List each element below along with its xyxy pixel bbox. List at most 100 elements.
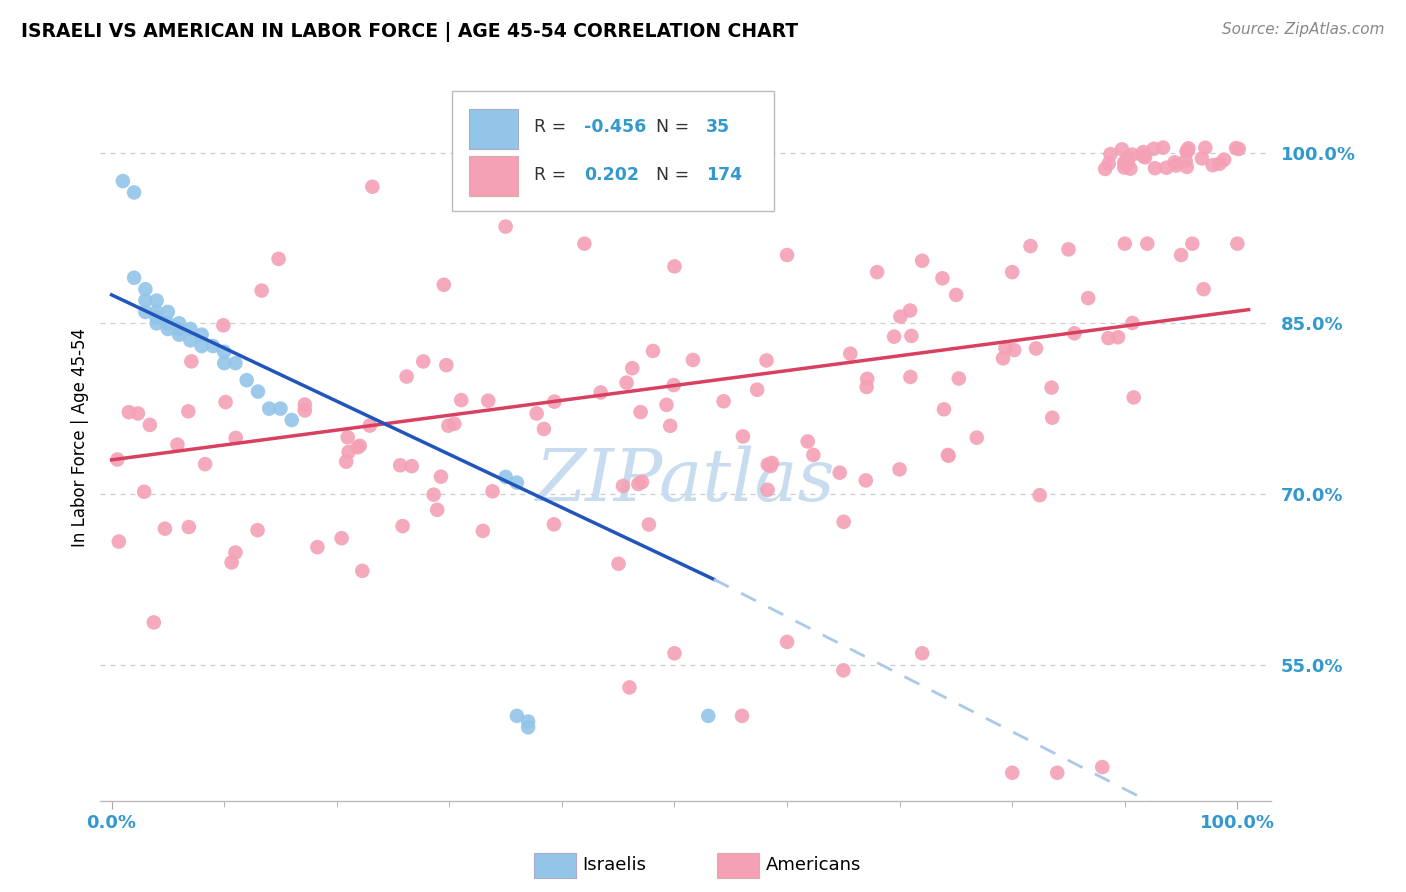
Point: [631, 475, 654, 489]
Point: [938, 449, 960, 463]
Point: [118, 405, 141, 419]
Point: [134, 305, 156, 319]
Point: [1163, 155, 1185, 169]
Point: [1111, 142, 1133, 156]
Text: 174: 174: [706, 166, 742, 184]
Point: [1040, 410, 1063, 425]
Point: [246, 523, 269, 537]
Point: [839, 347, 862, 361]
Point: [1177, 141, 1199, 155]
Point: [352, 564, 374, 578]
Text: -0.456: -0.456: [583, 119, 647, 136]
Point: [1001, 765, 1024, 780]
Point: [127, 407, 149, 421]
Point: [336, 430, 359, 444]
Point: [731, 429, 754, 443]
Point: [900, 370, 922, 384]
Point: [134, 293, 156, 308]
Point: [481, 484, 503, 499]
Point: [616, 376, 638, 390]
Point: [756, 458, 779, 472]
Point: [1133, 150, 1156, 164]
Point: [145, 305, 167, 319]
Point: [1191, 152, 1213, 166]
Point: [747, 383, 769, 397]
Point: [280, 413, 302, 427]
Point: [212, 344, 235, 359]
Point: [267, 252, 290, 266]
Point: [697, 709, 720, 723]
Point: [1097, 331, 1119, 345]
Point: [1143, 161, 1166, 176]
Point: [1122, 391, 1144, 405]
Point: [543, 517, 565, 532]
Point: [911, 646, 934, 660]
Point: [1174, 153, 1197, 168]
Point: [250, 284, 273, 298]
Point: [294, 403, 316, 417]
Point: [294, 398, 316, 412]
Point: [1114, 161, 1136, 175]
Text: Source: ZipAtlas.com: Source: ZipAtlas.com: [1222, 22, 1385, 37]
Point: [1019, 239, 1042, 253]
Point: [574, 236, 596, 251]
Point: [194, 457, 217, 471]
Point: [495, 470, 517, 484]
Point: [731, 709, 754, 723]
Point: [346, 440, 368, 454]
Point: [889, 310, 911, 324]
Point: [1077, 291, 1099, 305]
Point: [641, 343, 664, 358]
Point: [855, 474, 877, 488]
Point: [776, 635, 799, 649]
Point: [966, 431, 988, 445]
Point: [212, 356, 235, 370]
Point: [1114, 155, 1136, 169]
Point: [1194, 141, 1216, 155]
Point: [526, 407, 548, 421]
Point: [945, 288, 967, 302]
Point: [589, 385, 612, 400]
Point: [1132, 145, 1154, 159]
Point: [145, 293, 167, 308]
Text: 0.202: 0.202: [583, 166, 638, 184]
Point: [145, 316, 167, 330]
Point: [664, 646, 686, 660]
Point: [619, 681, 641, 695]
Point: [224, 356, 246, 370]
Point: [883, 329, 905, 343]
Point: [156, 305, 179, 319]
Point: [224, 545, 246, 559]
Point: [134, 282, 156, 296]
Point: [900, 329, 922, 343]
Point: [142, 615, 165, 630]
Point: [391, 519, 413, 533]
Point: [832, 515, 855, 529]
Point: [1001, 265, 1024, 279]
Point: [1208, 157, 1230, 171]
Point: [638, 517, 661, 532]
Point: [1115, 154, 1137, 169]
Point: [755, 353, 778, 368]
Point: [361, 179, 384, 194]
Bar: [470, 109, 519, 149]
Point: [621, 361, 644, 376]
Text: N =: N =: [657, 166, 690, 184]
Point: [991, 351, 1014, 366]
Point: [1225, 141, 1247, 155]
Point: [1063, 326, 1085, 341]
Point: [359, 418, 381, 433]
Point: [177, 404, 200, 418]
Point: [759, 458, 782, 473]
Point: [437, 418, 460, 433]
Point: [856, 372, 879, 386]
Point: [855, 380, 877, 394]
Point: [1192, 282, 1215, 296]
Point: [1025, 342, 1047, 356]
Point: [108, 534, 131, 549]
Point: [167, 327, 190, 342]
Point: [1175, 160, 1198, 174]
Point: [235, 373, 257, 387]
Point: [156, 322, 179, 336]
Point: [517, 714, 540, 729]
